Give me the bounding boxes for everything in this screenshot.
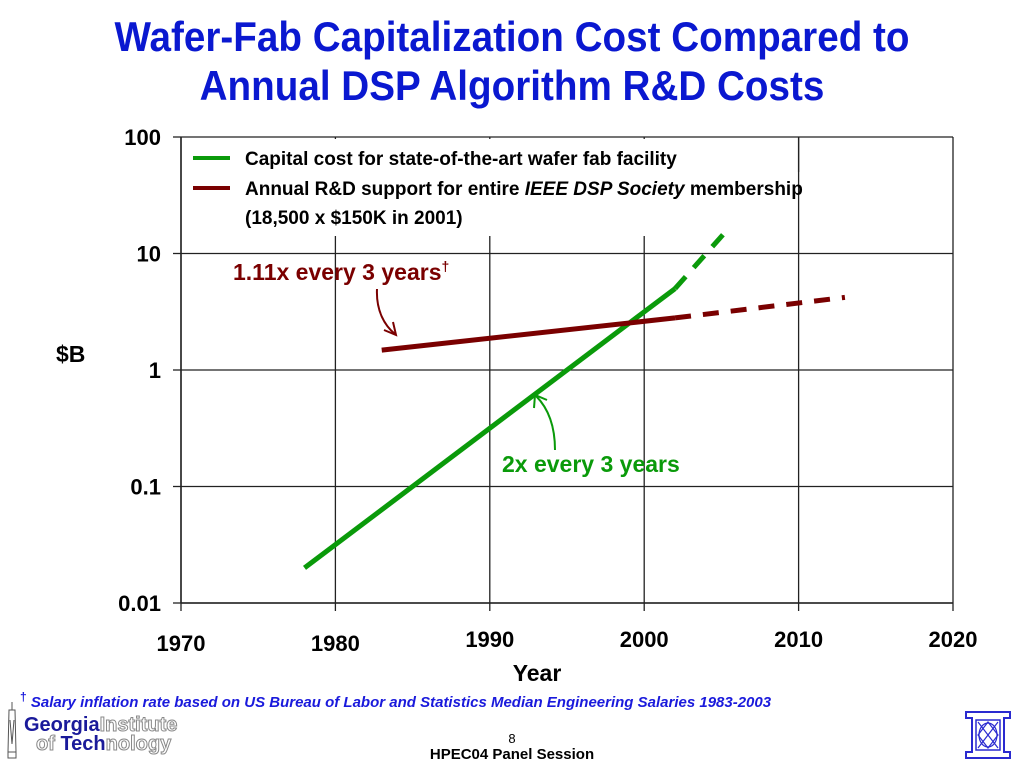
annotation-red-dagger: † [441, 258, 449, 274]
legend: Capital cost for state-of-the-art wafer … [193, 149, 803, 229]
axes: 100 10 1 0.1 0.01 1970 1980 1990 2000 2010 2020 Yea… [56, 125, 977, 686]
x-tick-label: 2010 [774, 627, 823, 652]
footnote-text: Salary inflation rate based on US Bureau… [30, 694, 772, 711]
y-tick-label: 0.01 [118, 591, 161, 616]
legend-label-rd-support: Annual R&D support for entire IEEE DSP S… [245, 179, 803, 200]
legend-label-rd-italic: IEEE DSP Society [525, 179, 686, 200]
y-tick-label: 100 [124, 125, 161, 150]
annotation-green-arrow [535, 395, 556, 451]
logo-georgia: Georgia [24, 714, 100, 736]
x-tick-label: 2000 [620, 627, 669, 652]
annotation-green-arrowhead [533, 393, 548, 409]
annotations: 1.11x every 3 years† 2x every 3 years [233, 258, 680, 477]
y-tick-label: 10 [137, 242, 161, 267]
legend-background [183, 139, 795, 236]
legend-label-rd-post: membership [685, 179, 803, 200]
logo-of: of [35, 733, 61, 755]
series-line-wafer-fab [303, 286, 677, 570]
slide-title: Wafer-Fab Capitalization Cost Compared t… [41, 12, 983, 110]
page-number: 8 [508, 731, 516, 746]
annotation-red-arrowhead [383, 321, 398, 337]
logo-line-2: of Technology [35, 733, 172, 755]
y-tick-label: 1 [149, 358, 161, 383]
logo-institute: Institute [99, 714, 178, 736]
y-axis-label: $B [56, 341, 85, 367]
x-tick-label: 2020 [929, 627, 978, 652]
series-line-rd-support [381, 315, 676, 353]
logo-tech: Tech [60, 733, 106, 755]
x-axis-label: Year [513, 660, 562, 686]
series-projection-rd-support [674, 294, 846, 321]
logo-nology: nology [105, 733, 172, 755]
annotation-red-growth-rate: 1.11x every 3 years† [233, 258, 449, 285]
x-tick-label: 1990 [465, 627, 514, 652]
slide-title-line-2: Annual DSP Algorithm R&D Costs [199, 62, 825, 109]
georgia-tech-spire-icon [7, 702, 17, 759]
x-tick-label: 1980 [311, 631, 360, 656]
legend-label-wafer-fab: Capital cost for state-of-the-art wafer … [245, 149, 677, 170]
legend-label-rd-pre: Annual R&D support for entire [245, 179, 525, 200]
lincoln-lab-logo-icon [965, 711, 1011, 759]
legend-label-rd-support-line2: (18,500 x $150K in 2001) [245, 208, 463, 229]
annotation-red-arrow [375, 288, 396, 335]
x-tick-label: 1970 [157, 631, 206, 656]
y-tick-label: 0.1 [130, 475, 161, 500]
annotation-red-text: 1.11x every 3 years [233, 259, 441, 285]
annotation-green-growth-rate: 2x every 3 years [502, 451, 680, 477]
georgia-tech-logo: GeorgiaInstitute of Technology [4, 702, 204, 768]
slide-title-line-1: Wafer-Fab Capitalization Cost Compared t… [114, 13, 910, 60]
series-projection-wafer-fab [673, 231, 727, 291]
footnote-dagger: † [20, 690, 27, 704]
logo-line-1: GeorgiaInstitute [24, 714, 178, 736]
series-group [303, 231, 846, 570]
session-name: HPEC04 Panel Session [429, 746, 595, 763]
footnote: † Salary inflation rate based on US Bure… [20, 690, 771, 711]
